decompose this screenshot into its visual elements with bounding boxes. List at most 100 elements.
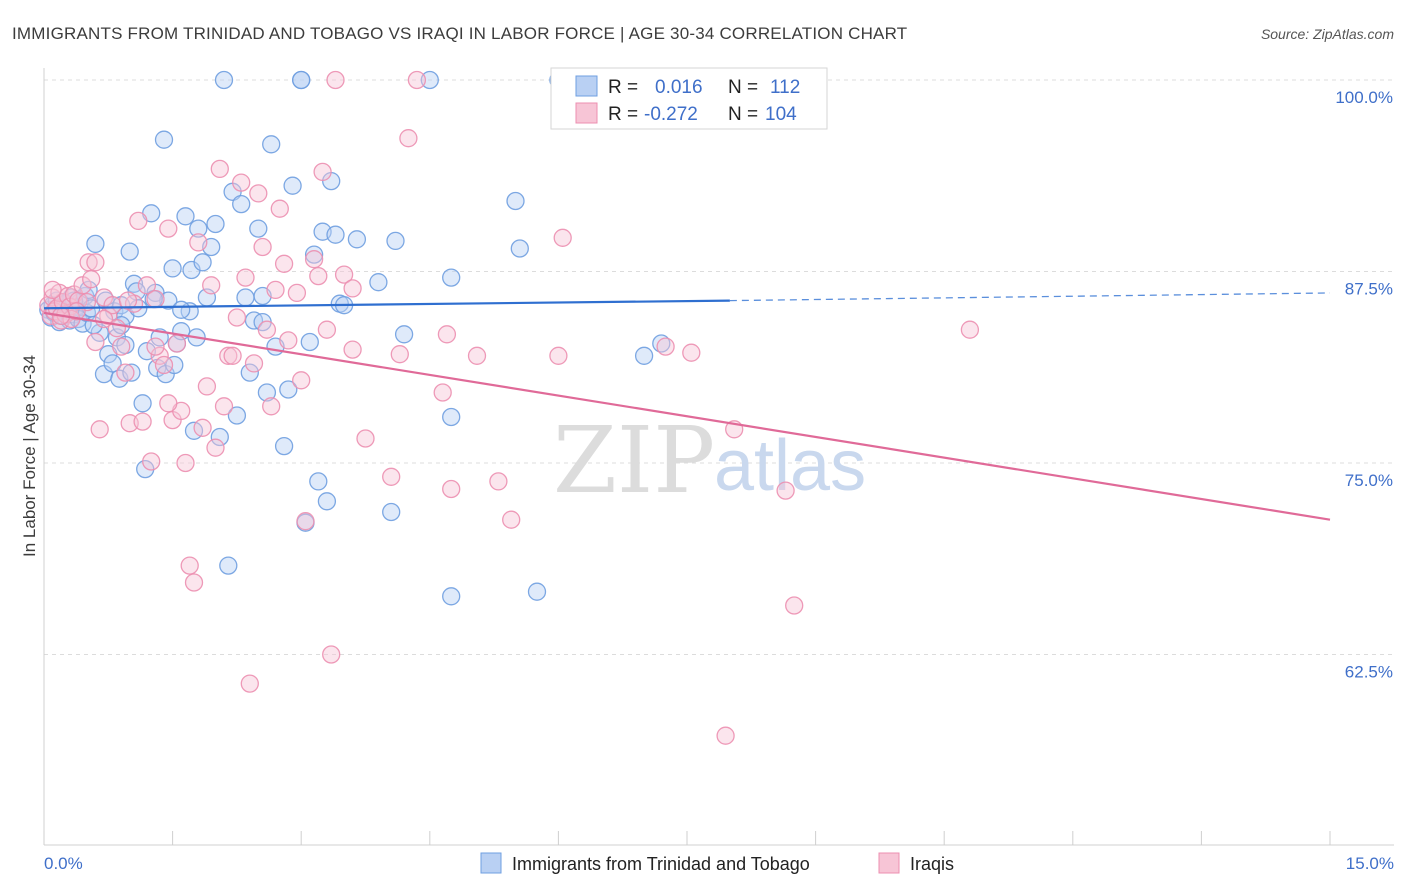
watermark: ZIP atlas	[553, 407, 866, 514]
iraqi-point-31	[142, 452, 161, 471]
trinidad-point-66	[232, 194, 251, 214]
y-tick-label-0: 62.5%	[1345, 663, 1393, 682]
trinidad-point-47	[163, 259, 182, 278]
iraqi-point-85	[502, 510, 521, 529]
iraqi-point-51	[227, 308, 247, 327]
chart-title: IMMIGRANTS FROM TRINIDAD AND TOBAGO VS I…	[12, 24, 907, 43]
trinidad-point-97	[442, 587, 461, 606]
trinidad-point-72	[257, 383, 277, 402]
iraqi-point-97	[118, 291, 138, 310]
iraqi-point-67	[304, 250, 324, 269]
iraqi-point-88	[656, 337, 675, 356]
iraqi-point-28	[129, 211, 148, 231]
iraqi-point-73	[343, 279, 362, 298]
trinidad-point-92	[386, 231, 405, 251]
iraqi-point-103	[43, 280, 62, 300]
iraqi-point-52	[232, 173, 251, 192]
trinidad-point-84	[317, 492, 337, 511]
iraqi-point-37	[167, 334, 187, 353]
trinidad-point-56	[189, 219, 208, 238]
iraqi-point-74	[343, 340, 362, 359]
iraqi-point-82	[442, 479, 461, 499]
trinidad-point-26	[103, 354, 122, 373]
iraqi-point-33	[150, 346, 169, 365]
bottom-legend: Immigrants from Trinidad and Tobago Iraq…	[480, 852, 954, 874]
trinidad-point-62	[214, 70, 234, 90]
iraqi-point-77	[390, 345, 409, 364]
iraqi-point-56	[249, 184, 268, 203]
trinidad-point-67	[236, 288, 255, 307]
iraqi-point-45	[202, 276, 221, 295]
x-tick-label-min: 0.0%	[44, 854, 83, 873]
iraqi-point-60	[266, 280, 285, 300]
iraqi-point-49	[219, 346, 238, 365]
trend-line-iraqi	[43, 311, 1331, 521]
trinidad-point-86	[326, 225, 345, 244]
iraqi-point-76	[382, 467, 401, 486]
bottom-legend-label-iraqi: Iraqis	[910, 854, 954, 874]
iraqi-point-72	[334, 265, 354, 284]
y-tick-label-2: 87.5%	[1345, 280, 1393, 299]
trend-line-trinidad	[43, 299, 730, 310]
iraqi-point-80	[433, 383, 452, 402]
iraqi-point-59	[262, 397, 281, 416]
trinidad-point-77	[283, 176, 302, 195]
iraqi-point-34	[154, 355, 174, 375]
iraqi-point-29	[133, 412, 152, 431]
iraqi-point-69	[313, 162, 332, 182]
iraqi-point-84	[489, 472, 508, 491]
legend-r-value-iraqi: -0.272	[644, 104, 698, 125]
iraqi-point-30	[137, 276, 157, 295]
trend-line-trinidad-extension	[729, 292, 1331, 302]
trinidad-point-68	[240, 363, 259, 382]
legend-r-value-trinidad: 0.016	[655, 77, 703, 98]
y-tick-label-3: 100.0%	[1335, 88, 1393, 107]
iraqi-point-81	[437, 325, 457, 344]
trinidad-point-98	[506, 191, 525, 211]
iraqi-point-39	[176, 453, 195, 473]
iraqi-point-90	[716, 726, 735, 745]
iraqi-point-46	[206, 438, 225, 457]
trinidad-point-90	[369, 273, 388, 292]
trinidad-point-99	[510, 239, 529, 258]
iraqi-point-68	[309, 266, 328, 286]
iraqi-point-25	[116, 363, 135, 382]
trinidad-point-94	[420, 70, 439, 90]
iraqi-point-47	[210, 159, 229, 179]
iraqi-point-87	[553, 228, 572, 247]
trinidad-point-109	[172, 300, 191, 319]
x-axis-ticks	[43, 831, 1331, 845]
series-trinidad-points	[39, 70, 671, 606]
iraqi-point-101	[86, 253, 105, 272]
iraqi-point-43	[193, 418, 212, 437]
y-axis-tick-labels: 62.5% 75.0% 87.5% 100.0%	[1335, 88, 1393, 682]
legend-r-label-trinidad: R =	[608, 77, 638, 98]
trinidad-point-93	[394, 325, 414, 344]
y-tick-label-1: 75.0%	[1345, 471, 1393, 490]
iraqi-point-44	[197, 377, 217, 396]
iraqi-point-32	[146, 289, 165, 309]
iraqi-point-70	[317, 320, 337, 339]
iraqi-point-57	[253, 237, 272, 257]
iraqi-point-64	[287, 283, 307, 303]
chart-source: Source: ZipAtlas.com	[1261, 26, 1394, 42]
trinidad-point-63	[219, 556, 238, 575]
trinidad-point-33	[122, 363, 141, 382]
legend-n-label-trinidad: N =	[728, 77, 758, 98]
iraqi-point-65	[292, 371, 311, 390]
bottom-legend-label-trinidad: Immigrants from Trinidad and Tobago	[512, 854, 810, 874]
iraqi-point-24	[112, 337, 131, 356]
iraqi-point-55	[244, 354, 264, 373]
iraqi-point-42	[189, 233, 208, 252]
trinidad-point-48	[165, 355, 184, 375]
trinidad-point-37	[133, 394, 152, 413]
trinidad-point-65	[227, 406, 247, 425]
trinidad-point-73	[262, 135, 281, 154]
watermark-atlas: atlas	[714, 426, 866, 506]
y-axis-label: In Labor Force | Age 30-34	[20, 355, 39, 557]
trinidad-point-89	[347, 230, 367, 249]
legend-n-label-iraqi: N =	[728, 104, 758, 125]
iraqi-point-19	[90, 420, 109, 439]
trinidad-point-100	[527, 582, 547, 601]
